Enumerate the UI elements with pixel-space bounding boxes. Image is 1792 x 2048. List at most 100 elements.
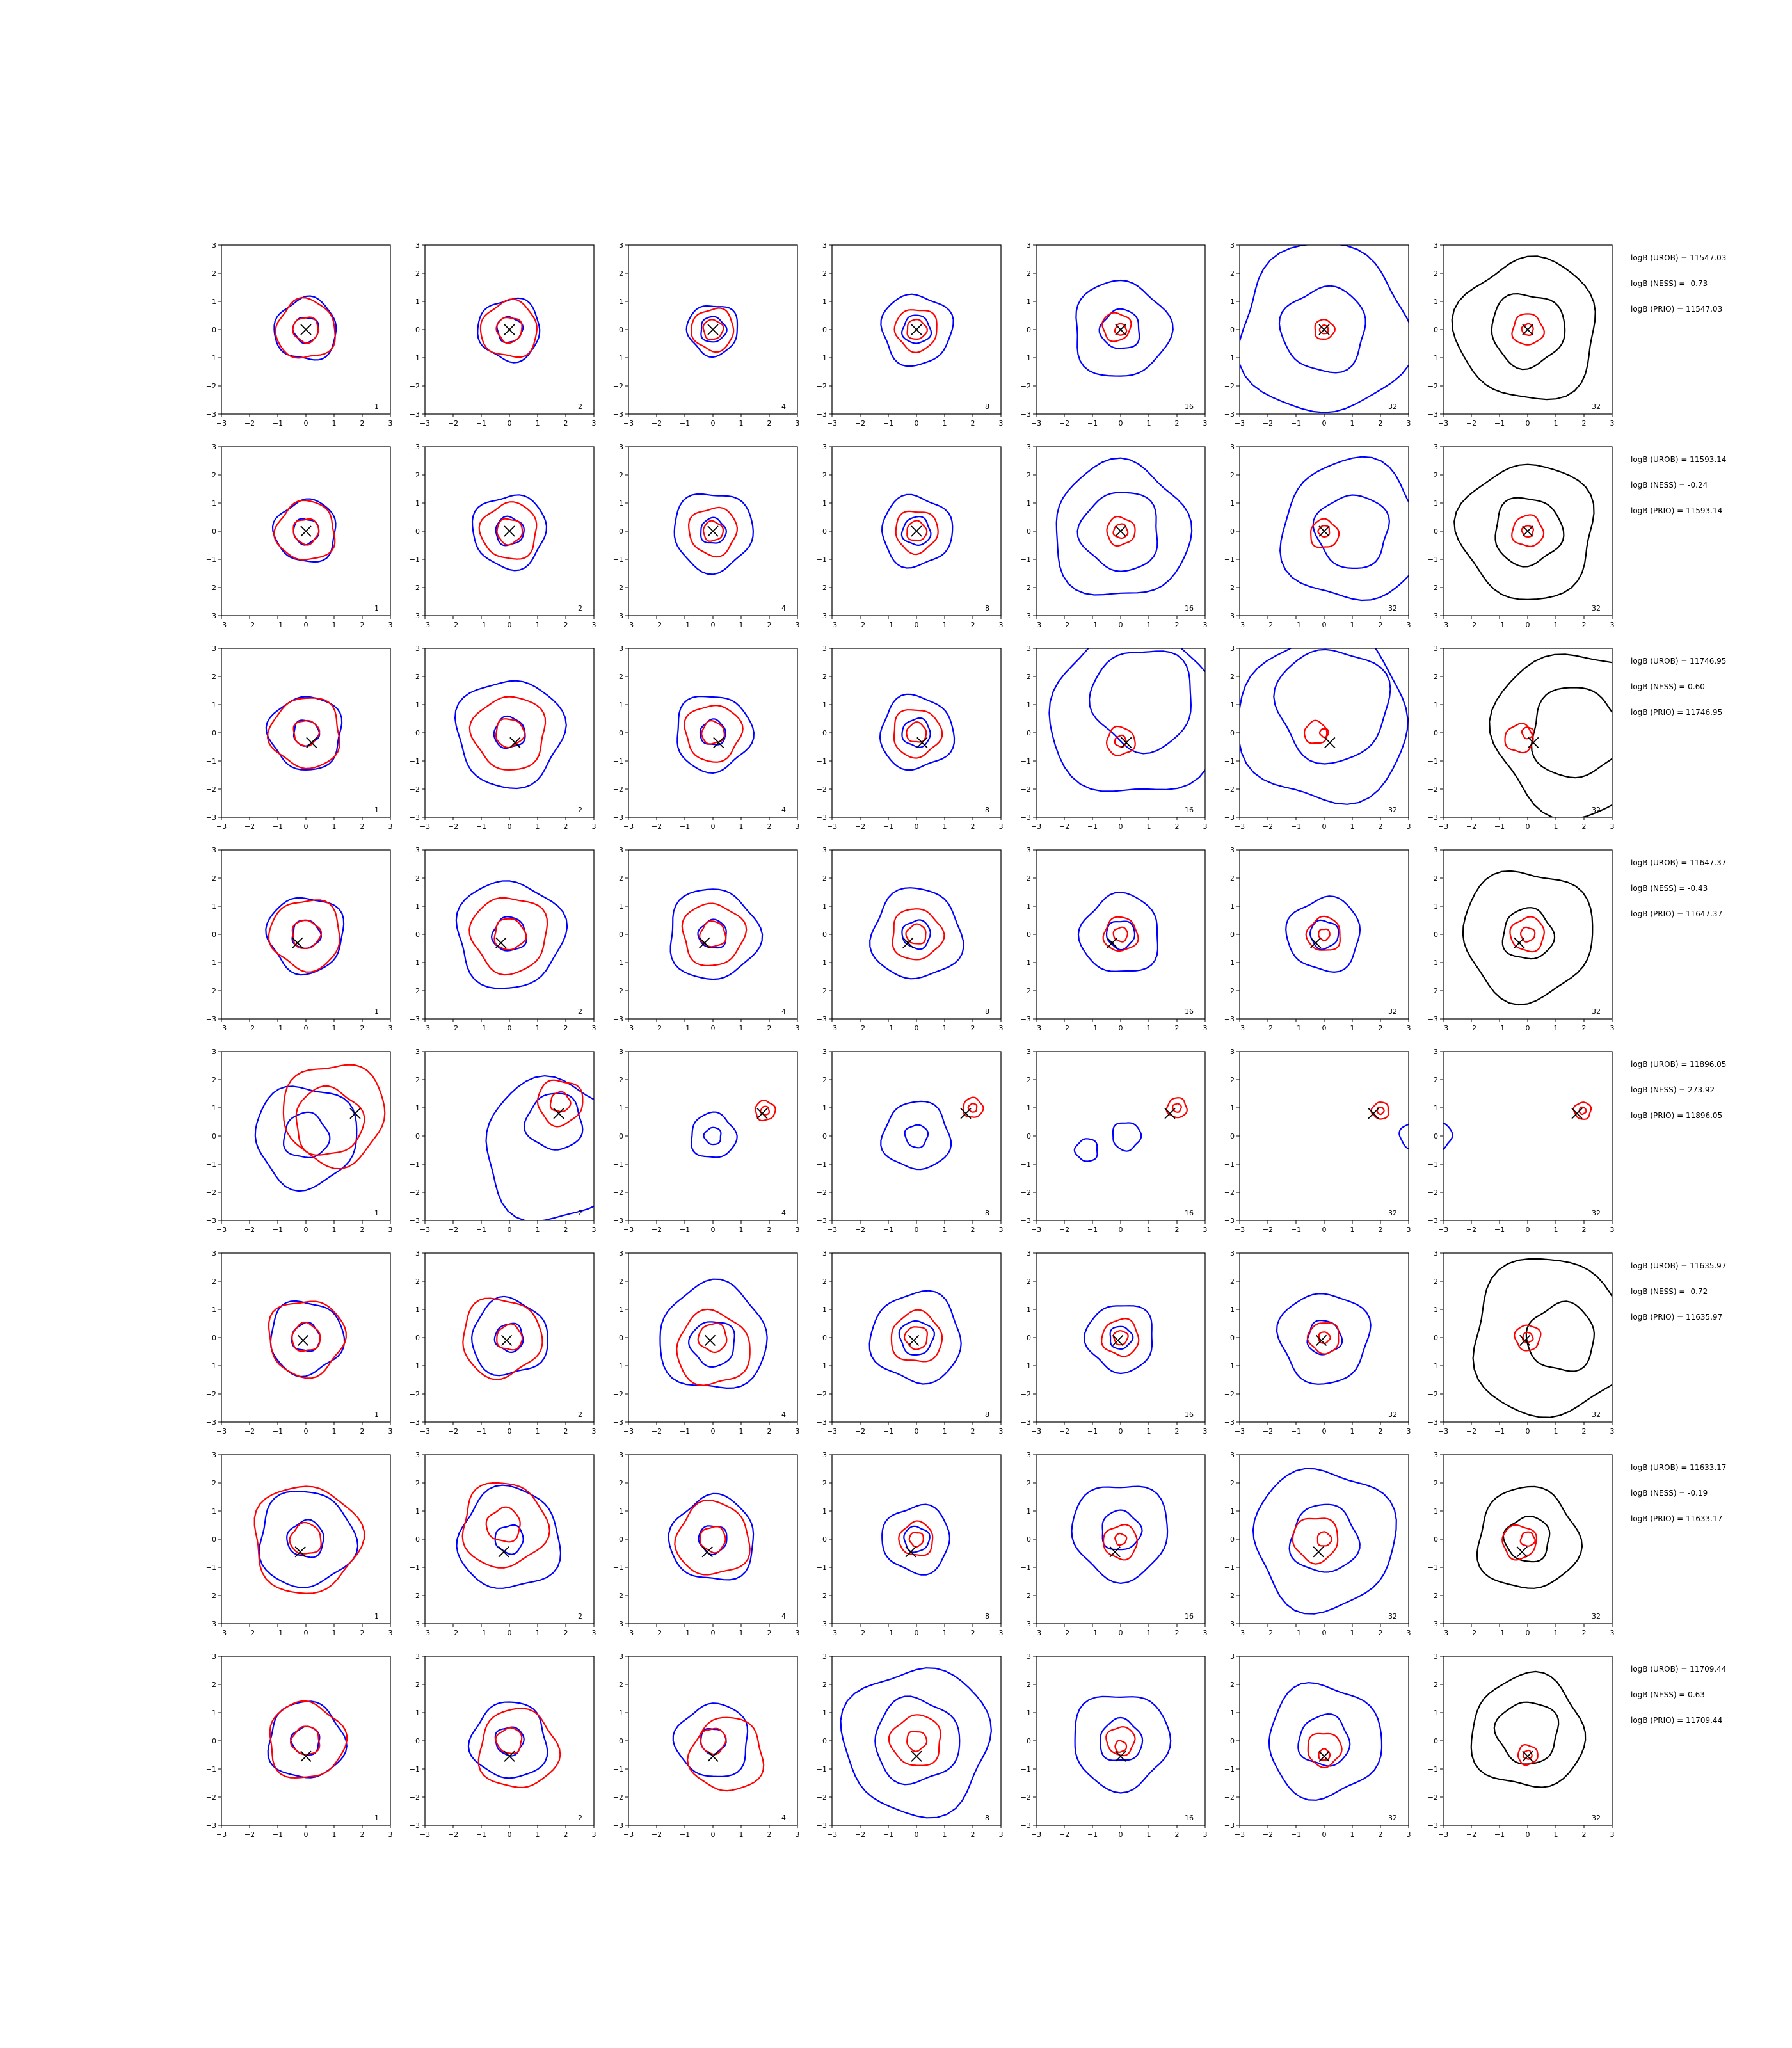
y-tick-label: −3	[1428, 1015, 1438, 1023]
marker-x	[1514, 937, 1525, 948]
panel-number: 1	[374, 1007, 379, 1016]
x-tick-label: 1	[1554, 1024, 1558, 1032]
y-tick-label: −1	[1021, 354, 1031, 362]
x-tick-label: −2	[855, 1830, 865, 1839]
x-tick-label: −3	[1031, 1629, 1041, 1637]
y-tick-label: −3	[817, 1015, 827, 1023]
y-tick-label: 3	[1027, 1451, 1031, 1459]
contour-group	[1279, 456, 1409, 602]
red-contour	[903, 1326, 928, 1350]
y-tick-label: −2	[1224, 987, 1235, 995]
x-tick-label: 0	[915, 1024, 919, 1032]
x-tick-label: 3	[592, 1427, 596, 1436]
y-tick-label: 2	[619, 471, 623, 479]
red-contour	[699, 1525, 726, 1554]
x-tick-label: −3	[216, 621, 227, 629]
x-tick-label: −2	[652, 1830, 662, 1839]
red-contour	[292, 316, 319, 344]
y-tick-label: −1	[1224, 556, 1235, 564]
y-tick-label: 1	[1434, 701, 1438, 709]
y-tick-label: −1	[1428, 1765, 1438, 1773]
x-tick-label: 1	[332, 621, 337, 629]
y-tick-label: −2	[1428, 1592, 1438, 1600]
y-tick-label: −3	[613, 1015, 623, 1023]
x-tick-label: 3	[1407, 1629, 1411, 1637]
y-tick-label: −1	[410, 757, 420, 765]
x-tick-label: 1	[332, 1427, 337, 1436]
black-contour	[1472, 1258, 1612, 1418]
y-tick-label: 0	[1434, 1334, 1438, 1342]
y-tick-label: −1	[1224, 1362, 1235, 1370]
x-tick-label: −3	[420, 1024, 430, 1032]
marker-x	[1121, 737, 1132, 749]
x-tick-label: 3	[1407, 1226, 1411, 1234]
marker-x	[1318, 324, 1330, 335]
x-tick-label: 2	[1582, 822, 1587, 831]
y-tick-label: −3	[1021, 1418, 1031, 1427]
x-tick-label: −1	[680, 621, 690, 629]
panel-number: 16	[1185, 1007, 1194, 1016]
x-tick-label: 1	[1350, 1830, 1355, 1839]
x-tick-label: 1	[1554, 1830, 1558, 1839]
x-tick-label: 0	[1322, 1629, 1327, 1637]
y-tick-label: −1	[613, 1765, 623, 1773]
contour-group	[685, 305, 739, 358]
y-tick-label: 1	[822, 1306, 827, 1314]
red-contour	[1519, 1531, 1536, 1547]
x-tick-label: −2	[1466, 1629, 1476, 1637]
y-tick-label: 0	[1434, 326, 1438, 334]
x-tick-label: 0	[711, 1024, 716, 1032]
stat-line: logB (UROB) = 11709.44	[1631, 1665, 1726, 1674]
y-tick-label: 0	[1230, 326, 1235, 334]
x-tick-label: 1	[536, 1226, 540, 1234]
x-tick-label: −3	[216, 822, 227, 831]
x-tick-label: −1	[680, 1024, 690, 1032]
stat-line: logB (NESS) = -0.43	[1631, 884, 1708, 893]
x-tick-label: 3	[1407, 419, 1411, 428]
stat-line: logB (PRIO) = 11635.97	[1631, 1313, 1722, 1322]
stat-line: logB (NESS) = -0.24	[1631, 481, 1708, 490]
y-tick-label: 2	[212, 1277, 216, 1286]
x-tick-label: 1	[1147, 621, 1151, 629]
y-tick-label: −2	[1224, 382, 1235, 390]
y-tick-label: 2	[212, 1076, 216, 1084]
y-tick-label: 2	[1230, 269, 1235, 278]
x-tick-label: 3	[999, 1629, 1004, 1637]
panel-number: 16	[1185, 403, 1194, 411]
x-tick-label: −2	[855, 1427, 865, 1436]
panel-r2-c6: −3−3 −2 −2 −1 −1 0 0 1 1 2 2 3 3 32	[1224, 443, 1411, 629]
red-contour	[760, 1105, 771, 1116]
stat-line: logB (PRIO) = 11633.17	[1631, 1514, 1722, 1523]
stat-line: logB (PRIO) = 11746.95	[1631, 708, 1722, 717]
stat-line: logB (NESS) = -0.19	[1631, 1489, 1708, 1498]
panel-r8-c1: −3−3 −2 −2 −1 −1 0 0 1 1 2 2 3 3 1	[206, 1652, 393, 1839]
blue-contour	[1112, 1122, 1142, 1152]
red-contour	[1509, 916, 1546, 953]
x-tick-label: −2	[855, 822, 865, 831]
red-contour	[1112, 1330, 1129, 1346]
y-tick-label: 3	[1434, 1652, 1438, 1661]
x-tick-label: −2	[448, 419, 458, 428]
red-contour	[1105, 1725, 1136, 1757]
blue-contour	[265, 696, 343, 771]
x-tick-label: 2	[971, 419, 975, 428]
x-tick-label: 1	[1554, 419, 1558, 428]
y-tick-label: 2	[822, 874, 827, 883]
x-tick-label: −1	[1494, 1226, 1505, 1234]
x-tick-label: 3	[1203, 822, 1208, 831]
y-tick-label: 1	[822, 1104, 827, 1112]
x-tick-label: 0	[304, 1024, 308, 1032]
panel-r8-c4: −3−3 −2 −2 −1 −1 0 0 1 1 2 2 3 3 8	[817, 1652, 1004, 1839]
panel-number: 4	[781, 1007, 786, 1016]
x-tick-label: 1	[1350, 822, 1355, 831]
x-tick-label: 2	[360, 1427, 365, 1436]
y-tick-label: 3	[212, 644, 216, 653]
x-tick-label: 1	[1147, 1024, 1151, 1032]
marker-x	[1313, 1546, 1324, 1558]
x-tick-label: −1	[273, 1629, 283, 1637]
blue-contour	[898, 1320, 935, 1356]
x-tick-label: −2	[855, 1629, 865, 1637]
y-tick-label: 1	[1230, 298, 1235, 306]
y-tick-label: 0	[415, 527, 420, 536]
x-tick-label: −2	[1059, 1024, 1069, 1032]
